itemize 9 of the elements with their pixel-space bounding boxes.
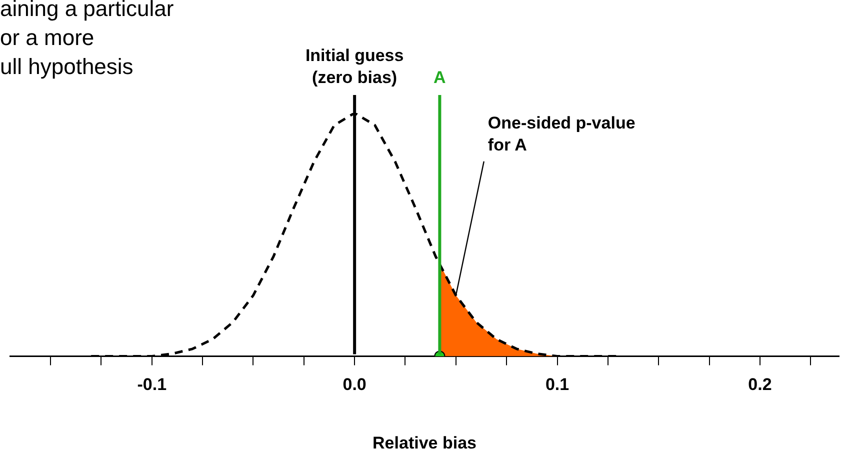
text: aining a particular or a more ull hypothesis [0, 0, 174, 81]
x-tick-label: 0.0 [342, 375, 366, 394]
annotation: One-sided p-value for A [488, 114, 636, 155]
x-tick-label: 0.1 [545, 375, 570, 394]
ref-line-label: Initial guess (zero bias) [305, 46, 404, 88]
x-axis-title: Relative bias [372, 433, 476, 452]
ref-line-label: A [434, 68, 446, 88]
x-tick-label: 0.2 [748, 375, 772, 394]
x-tick-label: -0.1 [137, 375, 167, 394]
